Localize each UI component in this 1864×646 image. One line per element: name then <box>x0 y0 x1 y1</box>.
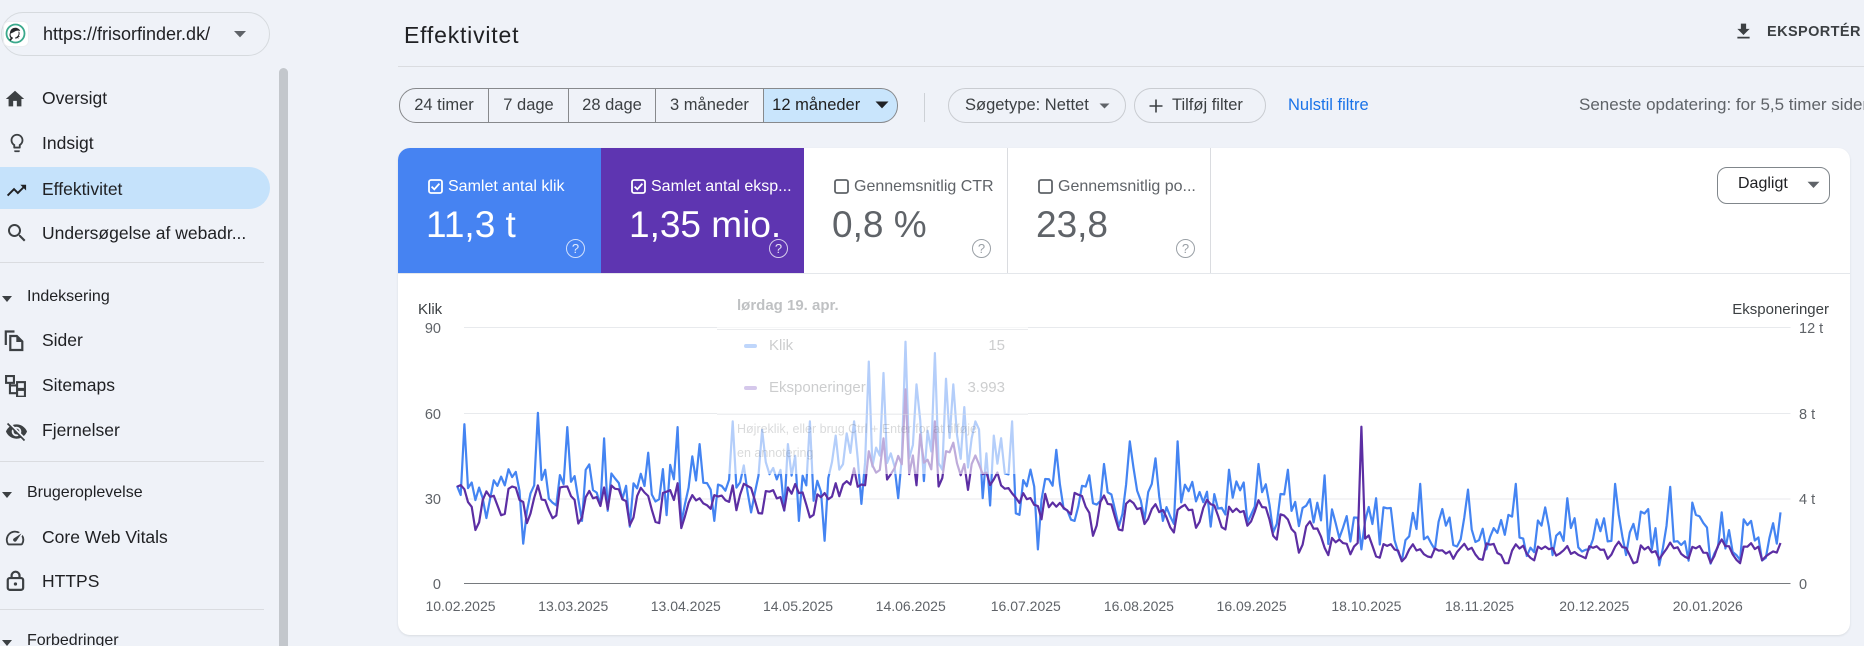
svg-text:16.08.2025: 16.08.2025 <box>1104 598 1174 614</box>
svg-text:30: 30 <box>425 492 441 508</box>
svg-text:0: 0 <box>1799 577 1807 593</box>
svg-text:Klik: Klik <box>418 301 443 318</box>
svg-text:14.05.2025: 14.05.2025 <box>763 598 833 614</box>
svg-text:90: 90 <box>425 321 441 337</box>
svg-text:8 t: 8 t <box>1799 407 1815 423</box>
svg-text:20.12.2025: 20.12.2025 <box>1559 598 1629 614</box>
svg-text:13.04.2025: 13.04.2025 <box>651 598 721 614</box>
svg-text:16.09.2025: 16.09.2025 <box>1217 598 1287 614</box>
svg-text:18.11.2025: 18.11.2025 <box>1445 598 1514 614</box>
svg-text:60: 60 <box>425 407 441 423</box>
svg-text:10.02.2025: 10.02.2025 <box>425 598 495 614</box>
svg-text:16.07.2025: 16.07.2025 <box>991 598 1061 614</box>
svg-text:18.10.2025: 18.10.2025 <box>1331 598 1401 614</box>
svg-text:4 t: 4 t <box>1799 492 1815 508</box>
svg-text:0: 0 <box>433 577 441 593</box>
svg-text:Eksponeringer: Eksponeringer <box>1732 301 1829 318</box>
svg-text:13.03.2025: 13.03.2025 <box>538 598 608 614</box>
svg-text:12 t: 12 t <box>1799 321 1823 337</box>
svg-text:20.01.2026: 20.01.2026 <box>1673 598 1743 614</box>
svg-text:14.06.2025: 14.06.2025 <box>876 598 946 614</box>
